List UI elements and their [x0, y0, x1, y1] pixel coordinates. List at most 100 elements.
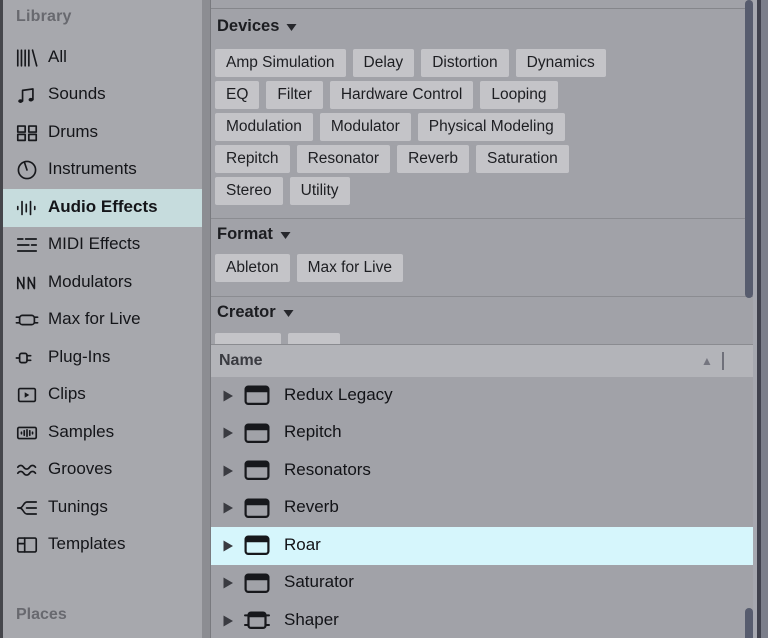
expand-triangle-icon[interactable] [222, 614, 235, 628]
filter-tag-delay[interactable]: Delay [352, 49, 415, 77]
tag-row: EQ Filter Hardware Control Looping [215, 81, 757, 109]
filter-tag-partial[interactable] [288, 333, 340, 344]
filter-tag-repitch[interactable]: Repitch [215, 145, 290, 173]
max-for-live-icon [14, 308, 40, 332]
filter-tag-modulation[interactable]: Modulation [215, 113, 313, 141]
filter-tag-resonator[interactable]: Resonator [296, 145, 391, 173]
list-row-resonators[interactable]: Resonators [211, 452, 757, 490]
row-label: Repitch [284, 422, 342, 442]
filter-tag-ableton[interactable]: Ableton [215, 254, 290, 282]
caret-down-icon [283, 309, 294, 318]
tag-row: Modulation Modulator Physical Modeling [215, 113, 757, 141]
scrollbar-track[interactable] [753, 0, 758, 638]
tag-row: Ableton Max for Live [215, 254, 757, 282]
filter-tag-looping[interactable]: Looping [480, 81, 558, 109]
device-icon [244, 498, 270, 519]
expand-triangle-icon[interactable] [222, 501, 235, 515]
sidebar-item-drums[interactable]: Drums [3, 114, 202, 152]
panel-resize-divider[interactable] [202, 0, 211, 638]
list-row-repitch[interactable]: Repitch [211, 415, 757, 453]
grooves-icon [14, 458, 40, 482]
section-separator [211, 218, 757, 219]
tag-row: Amp Simulation Delay Distortion Dynamics [215, 49, 757, 77]
modulators-icon [14, 271, 40, 295]
expand-triangle-icon[interactable] [222, 389, 235, 403]
column-divider [722, 352, 724, 370]
tunings-icon [14, 496, 40, 520]
filter-section-header-creator[interactable]: Creator [217, 303, 757, 322]
filter-panel: Devices Amp Simulation Delay Distortion Dyna… [211, 0, 757, 344]
sidebar-item-midi-effects[interactable]: MIDI Effects [3, 227, 202, 265]
filter-section-header-devices[interactable]: Devices [217, 17, 757, 36]
filter-section-header-format[interactable]: Format [217, 225, 757, 244]
filter-tag-physical-modeling[interactable]: Physical Modeling [417, 113, 565, 141]
filter-tag-amp-simulation[interactable]: Amp Simulation [215, 49, 346, 77]
sidebar-item-tunings[interactable]: Tunings [3, 489, 202, 527]
device-icon [244, 385, 270, 406]
sidebar-item-samples[interactable]: Samples [3, 414, 202, 452]
sidebar-item-audio-effects[interactable]: Audio Effects [3, 189, 202, 227]
device-icon [244, 460, 270, 481]
expand-triangle-icon[interactable] [222, 426, 235, 440]
sidebar-item-label: Tunings [48, 496, 108, 516]
filter-tag-partial[interactable] [215, 333, 281, 344]
tag-row: Stereo Utility [215, 177, 757, 205]
filter-tag-eq[interactable]: EQ [215, 81, 260, 109]
list-row-shaper[interactable]: Shaper [211, 602, 757, 638]
list-row-reverb[interactable]: Reverb [211, 490, 757, 528]
sidebar-item-sounds[interactable]: Sounds [3, 77, 202, 115]
list-row-redux-legacy[interactable]: Redux Legacy [211, 377, 757, 415]
row-label: Redux Legacy [284, 384, 393, 404]
device-icon [244, 535, 270, 556]
sidebar-item-label: Sounds [48, 84, 106, 104]
filter-tag-filter[interactable]: Filter [266, 81, 323, 109]
sidebar-item-all[interactable]: All [3, 39, 202, 77]
caret-down-icon [280, 231, 291, 240]
m4l-device-icon [244, 610, 270, 631]
sounds-icon [14, 83, 40, 107]
filter-tag-modulator[interactable]: Modulator [319, 113, 411, 141]
filter-tag-utility[interactable]: Utility [289, 177, 350, 205]
sidebar-item-grooves[interactable]: Grooves [3, 452, 202, 490]
expand-triangle-icon[interactable] [222, 464, 235, 478]
tag-row: Repitch Resonator Reverb Saturation [215, 145, 757, 173]
list-row-roar[interactable]: Roar [211, 527, 757, 565]
device-icon [244, 423, 270, 444]
templates-icon [14, 533, 40, 557]
list-scrollbar-thumb[interactable] [745, 608, 753, 638]
browser-main: Devices Amp Simulation Delay Distortion Dyna… [211, 0, 758, 638]
filter-tag-hardware-control[interactable]: Hardware Control [329, 81, 474, 109]
clips-icon [14, 383, 40, 407]
expand-triangle-icon[interactable] [222, 576, 235, 590]
caret-down-icon [286, 23, 297, 32]
sort-ascending-icon: ▲ [701, 354, 713, 368]
filter-tag-distortion[interactable]: Distortion [421, 49, 509, 77]
filter-tag-dynamics[interactable]: Dynamics [515, 49, 606, 77]
left-edge-strip [0, 0, 3, 638]
expand-triangle-icon[interactable] [222, 539, 235, 553]
list-row-saturator[interactable]: Saturator [211, 565, 757, 603]
sidebar-item-instruments[interactable]: Instruments [3, 152, 202, 190]
row-label: Shaper [284, 609, 339, 629]
sidebar-item-clips[interactable]: Clips [3, 377, 202, 415]
all-icon [14, 46, 40, 70]
right-edge-strip [761, 0, 768, 638]
sidebar-item-label: Instruments [48, 159, 137, 179]
name-column-label: Name [219, 352, 263, 369]
filter-tag-stereo[interactable]: Stereo [215, 177, 283, 205]
filter-tag-saturation[interactable]: Saturation [476, 145, 569, 173]
filter-tag-max-for-live[interactable]: Max for Live [296, 254, 403, 282]
row-label: Resonators [284, 459, 371, 479]
filter-section-label: Creator [217, 303, 276, 321]
sidebar-item-label: Modulators [48, 271, 133, 291]
filter-tag-reverb[interactable]: Reverb [397, 145, 470, 173]
sidebar-item-plug-ins[interactable]: Plug-Ins [3, 339, 202, 377]
filter-scrollbar-thumb[interactable] [745, 0, 753, 298]
tag-row-partial [215, 333, 757, 344]
row-label: Saturator [284, 572, 354, 592]
sidebar-item-templates[interactable]: Templates [3, 527, 202, 565]
sidebar-item-modulators[interactable]: Modulators [3, 264, 202, 302]
name-column-header[interactable]: Name ▲ [211, 344, 757, 377]
sidebar-item-max-for-live[interactable]: Max for Live [3, 302, 202, 340]
